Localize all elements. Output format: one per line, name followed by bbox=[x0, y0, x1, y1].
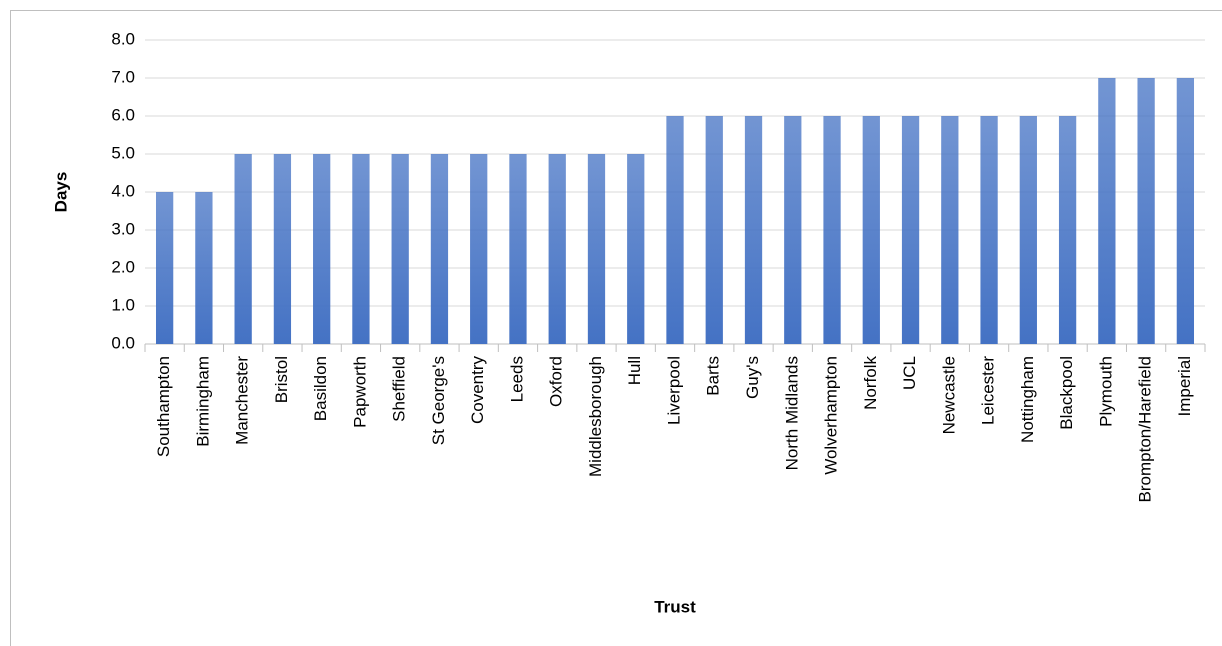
x-tick-label: North Midlands bbox=[782, 356, 801, 470]
bar bbox=[548, 154, 566, 344]
x-tick-label: Guy's bbox=[743, 356, 762, 399]
x-tick-label: Imperial bbox=[1175, 356, 1194, 416]
bar bbox=[627, 154, 645, 344]
y-tick-label: 8.0 bbox=[111, 29, 135, 48]
bar bbox=[744, 116, 763, 344]
bar bbox=[273, 154, 292, 344]
bar bbox=[430, 154, 449, 344]
bar bbox=[391, 154, 409, 344]
y-tick-label: 4.0 bbox=[111, 181, 135, 200]
x-tick-label: Nottingham bbox=[1018, 356, 1037, 443]
x-tick-label: Liverpool bbox=[664, 356, 683, 425]
x-tick-label: Wolverhampton bbox=[822, 356, 841, 475]
x-tick-label: Birmingham bbox=[193, 356, 212, 447]
bar bbox=[313, 154, 331, 344]
y-tick-label: 5.0 bbox=[111, 143, 135, 162]
chart-frame bbox=[10, 10, 1222, 646]
bar bbox=[862, 116, 880, 344]
bar bbox=[587, 154, 606, 344]
x-tick-label: Norfolk bbox=[861, 356, 880, 410]
x-tick-label: Sheffield bbox=[390, 356, 409, 422]
x-tick-label: Leicester bbox=[979, 356, 998, 425]
x-tick-label: Middlesborough bbox=[586, 356, 605, 477]
bar bbox=[1176, 78, 1195, 344]
bar bbox=[901, 116, 920, 344]
x-tick-label: Plymouth bbox=[1096, 356, 1115, 427]
x-tick-label: Southampton bbox=[154, 356, 173, 457]
x-tick-label: Coventry bbox=[468, 356, 487, 425]
x-axis-title: Trust bbox=[654, 597, 696, 616]
y-tick-label: 7.0 bbox=[111, 67, 135, 86]
bar bbox=[234, 154, 252, 344]
bar bbox=[509, 154, 527, 344]
bar bbox=[941, 116, 959, 344]
bar bbox=[666, 116, 684, 344]
bar bbox=[155, 192, 174, 344]
bar bbox=[1058, 116, 1077, 344]
x-tick-label: Newcastle bbox=[939, 356, 958, 434]
bar bbox=[823, 116, 841, 344]
bar bbox=[1098, 78, 1116, 344]
x-tick-label: Basildon bbox=[311, 356, 330, 421]
x-tick-label: St George's bbox=[429, 356, 448, 445]
y-tick-label: 0.0 bbox=[111, 333, 135, 352]
y-tick-label: 1.0 bbox=[111, 295, 135, 314]
x-tick-label: Hull bbox=[625, 356, 644, 385]
x-tick-label: Oxford bbox=[547, 356, 566, 407]
x-tick-label: Bristol bbox=[272, 356, 291, 403]
x-tick-label: Barts bbox=[704, 356, 723, 396]
bar bbox=[1137, 78, 1155, 344]
y-axis-title: Days bbox=[51, 172, 70, 213]
y-tick-label: 6.0 bbox=[111, 105, 135, 124]
x-tick-label: Brompton/Harefield bbox=[1136, 356, 1155, 502]
bar bbox=[470, 154, 488, 344]
x-tick-label: Leeds bbox=[507, 356, 526, 402]
bar bbox=[1019, 116, 1037, 344]
x-tick-label: Manchester bbox=[233, 356, 252, 445]
x-tick-label: UCL bbox=[900, 356, 919, 390]
bar bbox=[705, 116, 723, 344]
x-tick-label: Papworth bbox=[350, 356, 369, 428]
bar bbox=[195, 192, 213, 344]
y-tick-label: 3.0 bbox=[111, 219, 135, 238]
bar bbox=[784, 116, 802, 344]
x-tick-label: Blackpool bbox=[1057, 356, 1076, 430]
bar bbox=[980, 116, 998, 344]
bar bbox=[352, 154, 370, 344]
y-tick-label: 2.0 bbox=[111, 257, 135, 276]
